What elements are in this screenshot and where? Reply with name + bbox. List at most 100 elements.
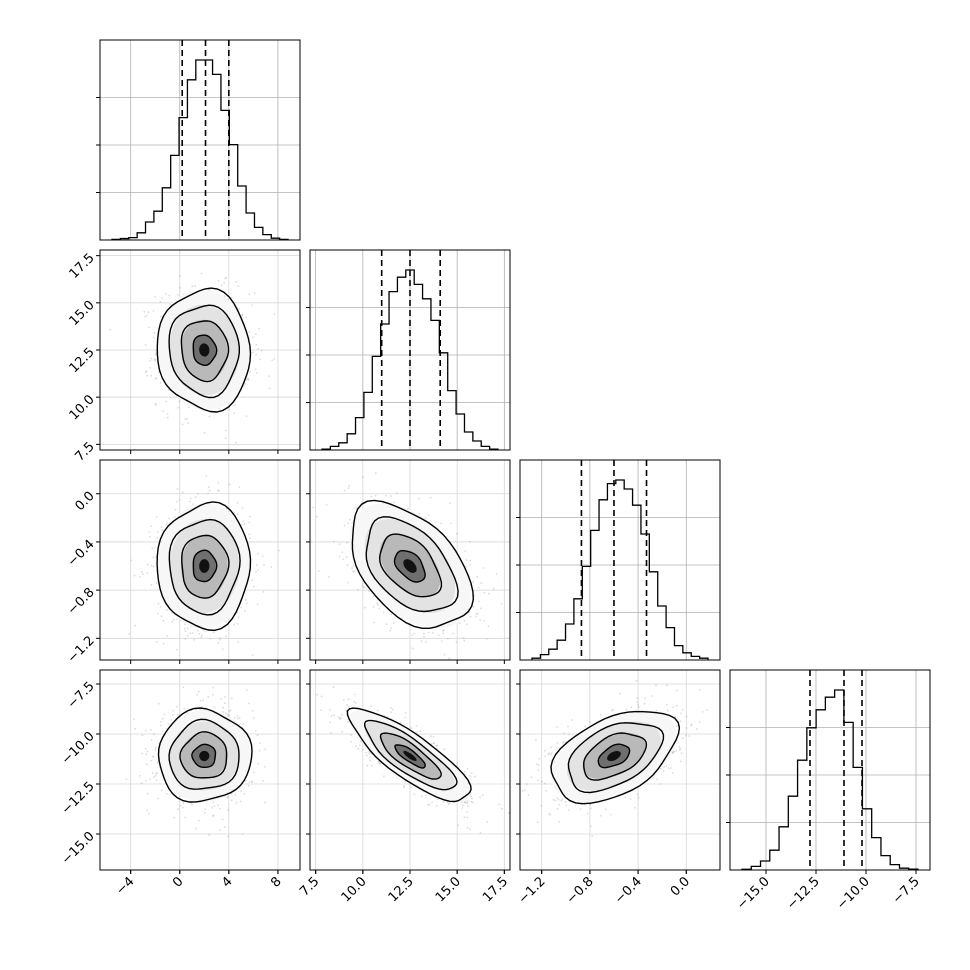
scatter-panel-0-3 (96, 669, 301, 874)
sample-point (383, 775, 385, 778)
sample-point (443, 629, 445, 631)
sample-point (213, 706, 216, 708)
sample-point (316, 515, 318, 518)
sample-point (237, 641, 240, 644)
sample-point (239, 800, 242, 803)
sample-point (390, 627, 392, 630)
sample-point (350, 740, 352, 743)
sample-point (153, 358, 156, 361)
sample-point (212, 801, 215, 804)
sample-point (273, 313, 276, 316)
sample-point (354, 506, 356, 509)
sample-point (637, 704, 640, 707)
sample-point (475, 613, 478, 616)
sample-point (447, 803, 450, 806)
sample-point (146, 763, 148, 766)
sample-point (262, 779, 265, 782)
sample-point (376, 602, 379, 604)
sample-point (154, 353, 157, 356)
sample-point (233, 623, 235, 626)
sample-point (223, 281, 226, 284)
sample-point (563, 732, 565, 735)
sample-point (440, 522, 442, 525)
sample-point (420, 640, 423, 643)
sample-point (357, 588, 359, 591)
sample-point (245, 316, 248, 319)
sample-point (679, 720, 682, 723)
sample-point (219, 638, 222, 641)
sample-point (176, 706, 179, 708)
sample-point (223, 702, 226, 705)
sample-point (330, 731, 333, 734)
sample-point (240, 606, 243, 609)
sample-point (478, 600, 480, 603)
sample-point (673, 750, 675, 753)
sample-point (390, 495, 392, 497)
sample-point (278, 549, 280, 552)
sample-point (154, 746, 157, 749)
sample-point (241, 313, 244, 316)
sample-point (152, 755, 155, 758)
sample-point (187, 422, 190, 425)
sample-point (368, 752, 371, 755)
sample-point (225, 635, 228, 638)
sample-point (338, 543, 341, 545)
sample-point (259, 358, 261, 361)
sample-point (252, 771, 255, 774)
sample-point (550, 752, 553, 755)
sample-point (255, 564, 258, 567)
sample-point (198, 819, 200, 822)
sample-point (145, 753, 148, 755)
sample-point (466, 816, 469, 819)
sample-point (257, 347, 260, 350)
sample-point (177, 808, 179, 810)
sample-point (255, 372, 258, 374)
sample-point (193, 639, 196, 641)
sample-point (466, 811, 468, 814)
sample-point (515, 787, 517, 789)
sample-point (403, 786, 405, 789)
sample-point (249, 370, 252, 373)
sample-point (207, 486, 210, 489)
sample-point (244, 599, 247, 601)
sample-point (253, 292, 256, 295)
sample-point (204, 808, 207, 811)
sample-point (229, 709, 232, 712)
sample-point (208, 415, 211, 418)
sample-point (240, 790, 243, 793)
sample-point (172, 714, 174, 717)
sample-point (418, 512, 421, 515)
sample-point (150, 564, 153, 567)
scatter-panel-1-2 (306, 459, 511, 664)
sample-point (261, 555, 264, 557)
sample-point (361, 583, 364, 585)
sample-point (251, 579, 254, 581)
sample-point (162, 410, 165, 412)
sample-point (558, 821, 561, 823)
sample-point (429, 496, 432, 499)
sample-point (148, 367, 151, 369)
sample-point (370, 495, 372, 498)
sample-point (149, 360, 151, 362)
sample-point (253, 585, 255, 588)
sample-point (159, 724, 162, 727)
sample-point (171, 620, 174, 623)
contour-line (181, 534, 230, 599)
sample-point (367, 590, 370, 592)
sample-point (154, 378, 157, 380)
hist-panel-1 (306, 249, 511, 451)
sample-point (155, 376, 158, 379)
sample-point (466, 800, 469, 803)
sample-point (220, 697, 222, 700)
sample-point (379, 762, 381, 765)
sample-point (259, 742, 262, 744)
sample-point (385, 623, 388, 625)
sample-point (248, 521, 251, 524)
sample-point (423, 636, 425, 638)
contour-line (192, 334, 218, 366)
sample-point (133, 574, 136, 577)
density-fill (199, 343, 210, 357)
sample-point (463, 801, 466, 804)
sample-point (185, 417, 188, 420)
